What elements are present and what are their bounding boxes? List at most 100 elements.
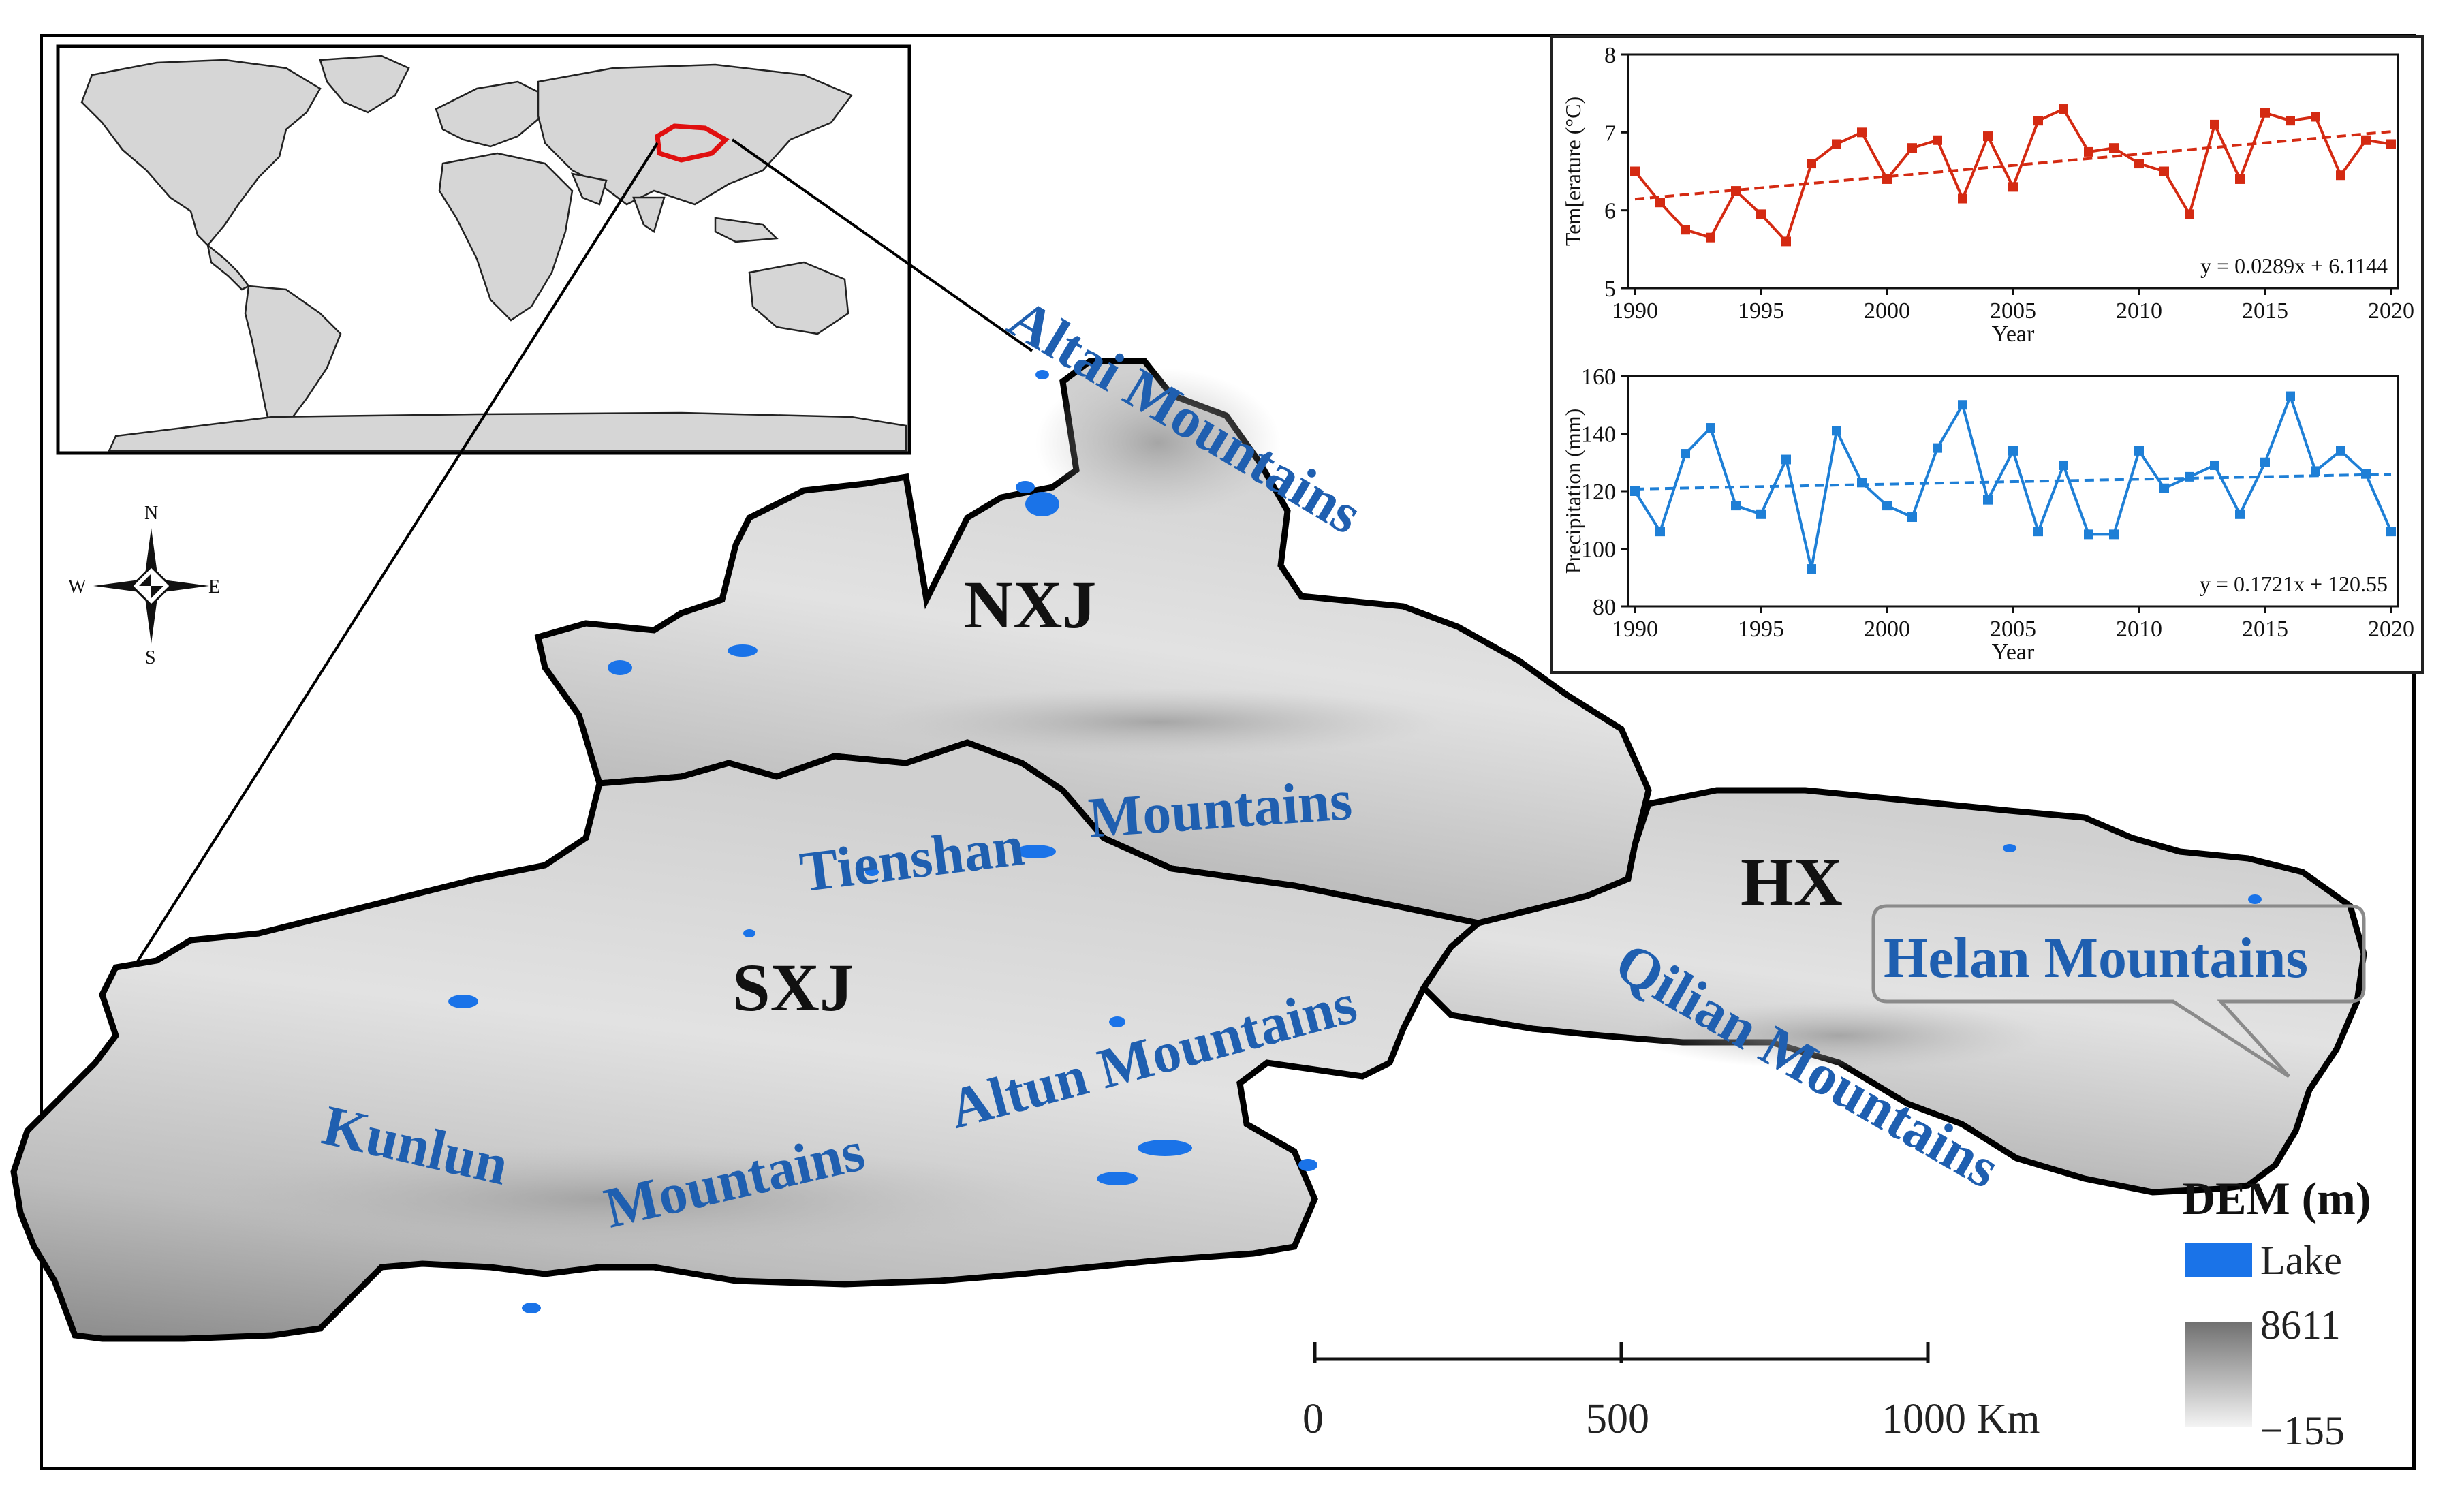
data-point [2008,182,2018,192]
data-point [1983,131,1993,142]
data-point [2059,460,2068,470]
x-tick-label: 1990 [1612,298,1658,324]
data-point [1731,501,1741,511]
data-point [2336,170,2345,181]
data-point [2033,116,2043,126]
legend-dem-min: −155 [2260,1408,2345,1453]
data-point [2210,119,2219,129]
precipitation-chart: 80 100 120 140 160 1990 1995 2000 2005 2010 2015 20… [1553,361,2418,671]
data-point [2361,135,2371,145]
trend-equation: y = 0.0289x + 6.1144 [2200,253,2388,278]
data-point [2134,446,2144,456]
x-tick-label: 2010 [2116,298,2162,324]
lakes [448,370,2262,1313]
data-point [2109,143,2119,153]
kunlun-ridge [170,1145,1056,1254]
trend-equation: y = 0.1721x + 120.55 [2200,572,2388,596]
map-frame [40,34,2416,1470]
x-tick-label: 2020 [2368,617,2414,642]
y-tick-label: 140 [1581,422,1616,448]
region-label-nxj: NXJ [964,567,1097,642]
data-point [2336,446,2345,456]
x-axis-label: Year [1992,322,2035,347]
compass-w: W [68,576,87,597]
x-tick-label: 1995 [1738,298,1784,324]
data-point [1958,193,1967,204]
data-point [1681,225,1690,235]
y-tick-label: 5 [1604,277,1616,302]
data-point [2185,209,2194,219]
data-point [2311,112,2320,122]
x-tick-label: 2000 [1864,617,1910,642]
data-point [2235,509,2245,519]
data-point [1857,478,1867,488]
x-tick-label: 1995 [1738,617,1784,642]
y-tick-label: 100 [1581,538,1616,563]
qilian-ridge [1635,1001,2044,1070]
data-point [1630,166,1640,176]
series-line [1634,107,2392,245]
data-point [1882,501,1892,511]
trend-line [1634,473,2392,491]
continents [80,55,907,452]
compass-e: E [208,576,221,597]
x-tick-label: 2010 [2116,617,2162,642]
scale-label-500: 500 [1586,1396,1649,1442]
data-point [1907,143,1917,153]
x-tick-label: 2005 [1990,298,2036,324]
data-point [2084,529,2093,540]
world-inset-map [56,44,911,455]
data-point [2033,527,2043,537]
data-point [2084,146,2093,157]
data-point [2159,483,2169,493]
x-tick-label: 2015 [2242,298,2288,324]
data-point [1655,198,1665,208]
data-point [1882,174,1892,184]
compass-s: S [145,647,156,668]
data-point [1832,426,1841,436]
data-point [1857,127,1867,138]
data-point [1630,486,1640,496]
data-point [1706,423,1715,433]
y-axis-label: Precipitation (mm) [1561,409,1585,574]
x-tick-label: 2015 [2242,617,2288,642]
data-point [2311,466,2320,476]
region-label-sxj: SXJ [732,950,854,1025]
data-point [1983,495,1993,505]
data-point [2159,166,2169,176]
data-point [2386,139,2396,149]
helan-callout [1871,904,2366,1078]
temperature-chart: 5 6 7 8 1990 1995 2000 2005 2010 2015 2020 Year Tem[… [1553,40,2418,353]
y-tick-label: 7 [1604,121,1616,146]
data-point [1933,443,1942,453]
compass-n: N [144,503,159,524]
tienshan-ridge [872,688,1444,756]
legend-dem-ramp [2185,1322,2252,1427]
scale-label-0: 0 [1303,1396,1324,1442]
legend-lake-swatch [2185,1243,2252,1277]
data-point [1655,527,1665,537]
data-point [1681,449,1690,459]
data-point [1958,400,1967,410]
y-tick-label: 120 [1581,480,1616,505]
legend-lake-label: Lake [2260,1238,2342,1283]
study-area-highlight [655,123,730,163]
data-point [2109,529,2119,540]
data-point [2361,469,2371,479]
data-point [1781,454,1791,465]
data-point [2134,159,2144,169]
data-point [1933,135,1942,145]
x-tick-label: 2005 [1990,617,2036,642]
data-point [1781,236,1791,247]
north-arrow-icon [93,528,209,644]
zoom-line-left [128,142,659,976]
legend-dem-max: 8611 [2260,1303,2341,1348]
y-tick-label: 160 [1581,364,1616,390]
data-point [2286,391,2295,401]
y-tick-label: 80 [1593,595,1616,620]
x-tick-label: 2020 [2368,298,2414,324]
x-tick-label: 2000 [1864,298,1910,324]
x-tick-label: 1990 [1612,617,1658,642]
data-point [2185,471,2194,482]
